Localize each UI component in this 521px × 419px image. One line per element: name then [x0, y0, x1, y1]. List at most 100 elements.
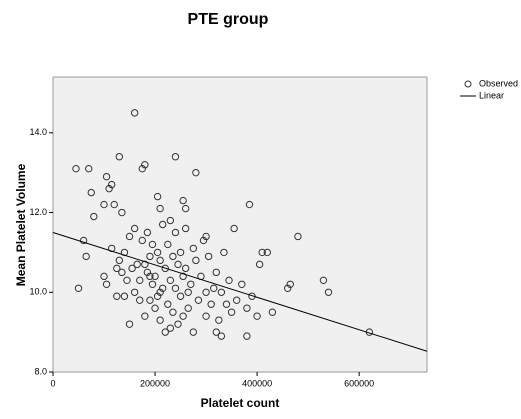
point — [100, 272, 108, 281]
point — [171, 153, 180, 161]
point — [192, 168, 200, 177]
point — [220, 248, 228, 257]
point — [204, 252, 213, 261]
point — [136, 276, 144, 285]
point — [128, 264, 136, 273]
chart-title: PTE group — [188, 11, 269, 28]
point — [176, 292, 185, 300]
fit-line — [52, 231, 428, 352]
point — [212, 268, 220, 277]
point — [130, 109, 139, 117]
point — [113, 292, 121, 300]
point — [105, 184, 113, 193]
point — [222, 300, 231, 308]
point — [166, 276, 175, 285]
point — [148, 240, 157, 249]
point — [169, 252, 177, 261]
x-tick-label: 400000 — [242, 378, 272, 388]
point — [120, 292, 129, 300]
x-tick-label: 200000 — [140, 378, 170, 388]
point — [263, 248, 271, 257]
point — [100, 200, 108, 209]
point — [238, 280, 246, 288]
x-tick-label: 600000 — [344, 378, 374, 388]
y-axis-label: Mean Platelet Volume — [14, 163, 28, 286]
point — [146, 252, 154, 261]
point — [184, 304, 192, 312]
point — [146, 272, 154, 281]
plot-area — [52, 76, 428, 373]
legend-label: Linear — [479, 90, 504, 100]
point — [130, 224, 139, 233]
point — [253, 312, 261, 320]
point — [138, 164, 146, 173]
point — [153, 292, 162, 300]
point — [171, 284, 180, 292]
point — [156, 288, 164, 296]
point — [151, 304, 159, 312]
point — [166, 324, 175, 332]
point — [156, 316, 164, 324]
point — [118, 208, 126, 217]
point — [215, 316, 223, 324]
point — [130, 288, 139, 296]
point — [202, 288, 210, 296]
point — [143, 228, 152, 237]
point — [151, 272, 159, 281]
point — [146, 296, 154, 304]
point — [202, 232, 210, 241]
point — [141, 312, 149, 320]
point — [294, 232, 302, 241]
point — [181, 264, 190, 273]
point — [255, 260, 264, 269]
point — [179, 312, 187, 320]
point — [286, 280, 294, 288]
point — [174, 260, 182, 269]
point — [87, 188, 95, 197]
point — [85, 164, 93, 173]
point — [153, 248, 162, 257]
point — [158, 284, 167, 292]
point — [199, 236, 208, 245]
point — [258, 248, 266, 257]
legend-label: Observed — [479, 78, 518, 88]
point — [174, 320, 182, 328]
point — [115, 153, 124, 161]
point — [169, 308, 177, 316]
point — [225, 276, 233, 285]
point — [187, 280, 195, 288]
point — [102, 172, 111, 181]
point — [324, 288, 333, 296]
point — [230, 224, 238, 233]
point — [90, 212, 98, 221]
point — [141, 161, 149, 169]
x-axis-label: Platelet count — [201, 396, 280, 410]
point — [319, 276, 328, 285]
point — [138, 236, 146, 245]
point — [202, 312, 210, 320]
point — [79, 236, 88, 245]
point — [171, 228, 180, 237]
point — [161, 328, 169, 336]
x-tick-label: 0 — [50, 378, 55, 388]
point — [207, 300, 215, 308]
y-tick-label: 10.0 — [29, 287, 47, 297]
point — [82, 252, 90, 261]
point — [192, 256, 200, 265]
point — [181, 224, 190, 233]
point — [164, 300, 172, 308]
point — [179, 272, 187, 281]
point — [245, 200, 254, 209]
point — [164, 240, 172, 249]
point — [161, 264, 169, 273]
point — [125, 320, 134, 328]
point — [284, 284, 292, 292]
point — [176, 248, 185, 257]
point — [110, 200, 118, 209]
point — [136, 296, 144, 304]
point — [217, 332, 226, 340]
point — [189, 244, 198, 253]
point — [118, 268, 126, 277]
y-tick-label: 8.0 — [34, 366, 47, 376]
point — [148, 280, 157, 288]
